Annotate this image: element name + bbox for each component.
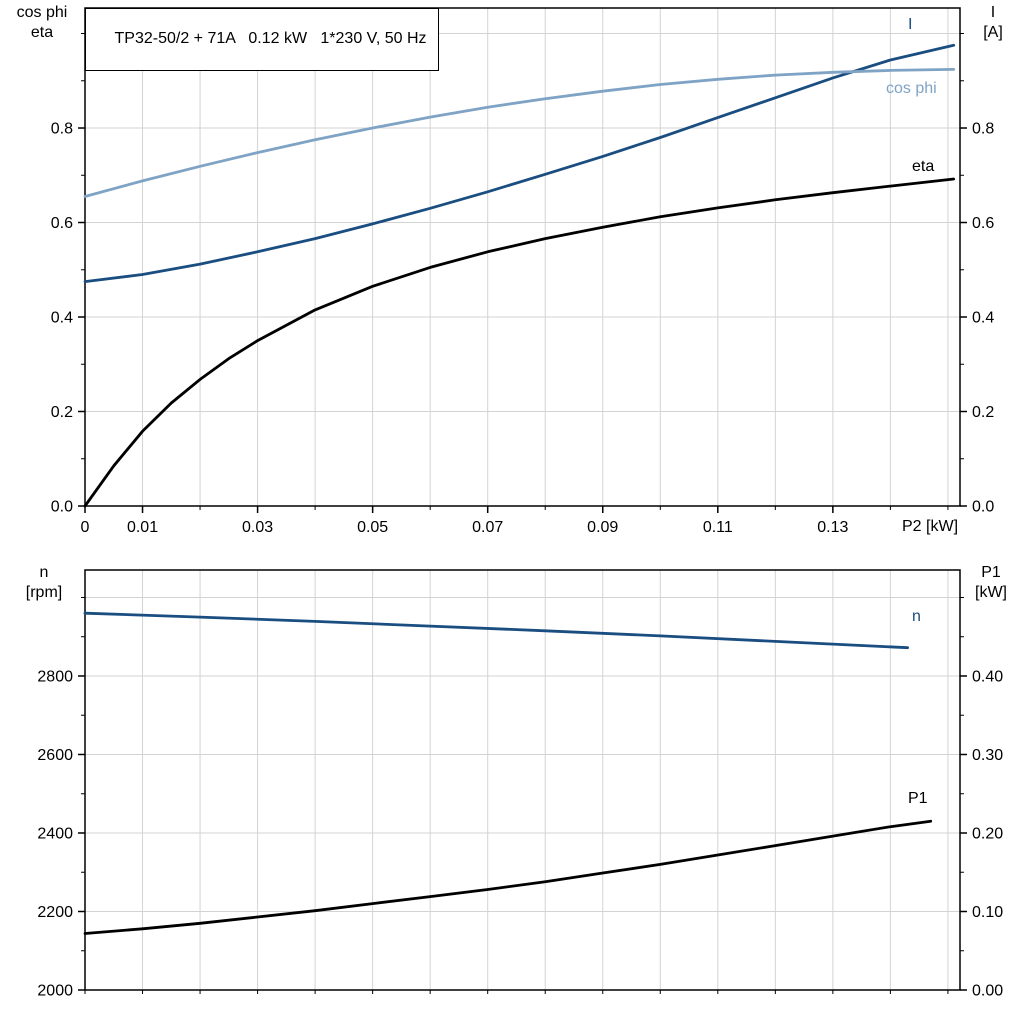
- svg-text:0.6: 0.6: [972, 215, 994, 232]
- svg-text:0.00: 0.00: [972, 983, 1003, 1000]
- svg-text:0.03: 0.03: [242, 519, 273, 536]
- svg-text:0.10: 0.10: [972, 904, 1003, 921]
- top-right-axis-title: I [A]: [964, 3, 1022, 43]
- svg-text:2800: 2800: [37, 668, 73, 685]
- bottom-right-axis-title: P1 [kW]: [960, 563, 1022, 603]
- top-left-axis-title: cos phi eta: [0, 3, 84, 43]
- curve-label-current: I: [908, 16, 913, 33]
- axis-title-eta: eta: [30, 24, 54, 41]
- axis-title-p1-unit: [kW]: [975, 584, 1007, 601]
- curve-label-p1: P1: [908, 790, 928, 807]
- svg-text:0.05: 0.05: [357, 519, 388, 536]
- svg-text:0.30: 0.30: [972, 747, 1003, 764]
- curve-label-speed: n: [912, 608, 921, 625]
- svg-text:2600: 2600: [37, 747, 73, 764]
- axis-title-speed-unit: [rpm]: [25, 584, 63, 601]
- axis-title-cosphi: cos phi: [16, 4, 68, 21]
- axis-title-current: I: [990, 4, 996, 21]
- svg-text:0.6: 0.6: [51, 215, 73, 232]
- svg-text:2400: 2400: [37, 825, 73, 842]
- svg-text:0.13: 0.13: [817, 519, 848, 536]
- chart-title: TP32-50/2 + 71A 0.12 kW 1*230 V, 50 Hz: [114, 30, 427, 47]
- svg-text:0.4: 0.4: [972, 310, 994, 327]
- svg-text:2200: 2200: [37, 904, 73, 921]
- axis-title-current-unit: [A]: [983, 24, 1003, 41]
- bottom-left-axis-title: n [rpm]: [8, 563, 80, 603]
- svg-text:0.8: 0.8: [51, 121, 73, 138]
- svg-text:0.07: 0.07: [472, 519, 503, 536]
- x-axis-label-p2: P2 [kW]: [902, 518, 959, 535]
- svg-text:0.20: 0.20: [972, 825, 1003, 842]
- axis-title-speed: n: [39, 564, 49, 581]
- svg-text:0.40: 0.40: [972, 668, 1003, 685]
- svg-text:2000: 2000: [37, 983, 73, 1000]
- curve-label-eta: eta: [912, 158, 935, 175]
- curve-label-cosphi: cos phi: [886, 80, 937, 97]
- svg-text:0.11: 0.11: [703, 519, 733, 536]
- svg-text:0.01: 0.01: [127, 519, 158, 536]
- svg-text:0.4: 0.4: [51, 310, 73, 327]
- svg-text:0.09: 0.09: [587, 519, 618, 536]
- svg-text:0.2: 0.2: [51, 404, 73, 421]
- svg-text:0: 0: [81, 519, 90, 536]
- axis-title-p1: P1: [981, 564, 1001, 581]
- svg-text:0.2: 0.2: [972, 404, 994, 421]
- svg-text:0.0: 0.0: [51, 499, 73, 516]
- svg-text:0.8: 0.8: [972, 121, 994, 138]
- svg-text:0.0: 0.0: [972, 499, 994, 516]
- chart-title-box: TP32-50/2 + 71A 0.12 kW 1*230 V, 50 Hz: [85, 8, 439, 71]
